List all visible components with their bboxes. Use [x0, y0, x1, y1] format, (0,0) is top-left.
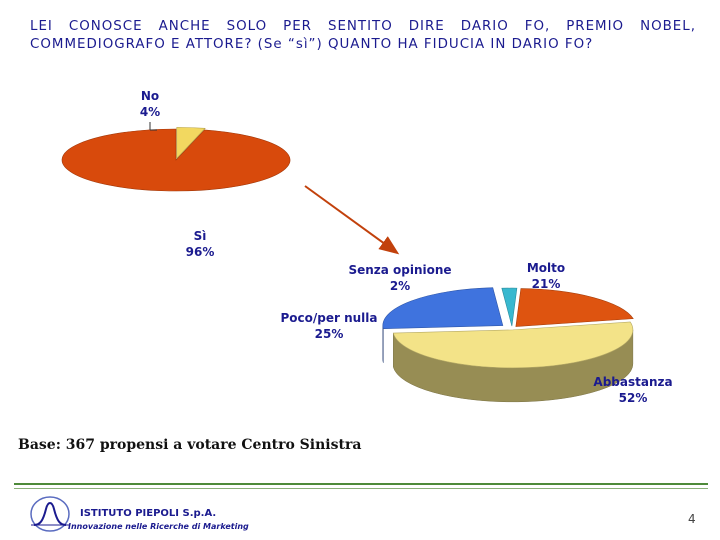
footer-divider-thin — [14, 488, 708, 489]
label-senza-opinione-value: 2% — [389, 279, 411, 293]
label-no-name: No — [140, 89, 160, 103]
label-si-name: Sì — [193, 229, 207, 243]
footer-divider — [14, 483, 708, 485]
poco-per-nulla-slice — [382, 287, 504, 330]
abbastanza-slice — [392, 321, 634, 369]
drilldown-arrow — [304, 185, 400, 255]
logo-name: ISTITUTO PIEPOLI S.p.A. — [80, 508, 217, 519]
no-slice — [176, 127, 206, 160]
base-note: Base: 367 propensi a votare Centro Sinis… — [18, 437, 362, 453]
title-line-1: LEI CONOSCE ANCHE SOLO PER SENTITO DIRE … — [30, 19, 696, 34]
label-si: Sì 96% — [172, 228, 228, 260]
label-senza-opinione: Senza opinione 2% — [340, 262, 460, 294]
label-senza-opinione-name: Senza opinione — [348, 263, 452, 277]
senza-opinione-slice — [501, 287, 518, 327]
label-si-value: 96% — [185, 245, 215, 259]
label-abbastanza-value: 52% — [618, 391, 648, 405]
label-poco-per-nulla-value: 25% — [314, 327, 344, 341]
label-abbastanza: Abbastanza 52% — [588, 374, 678, 406]
logo-tagline: Innovazione nelle Ricerche di Marketing — [68, 522, 249, 531]
si-slice — [61, 128, 291, 192]
title-line-2: COMMEDIOGRAFO E ATTORE? (Se “sì”) QUANTO… — [30, 37, 594, 52]
molto-slice — [515, 288, 634, 327]
slide-title: LEI CONOSCE ANCHE SOLO PER SENTITO DIRE … — [30, 18, 696, 54]
label-no: No 4% — [128, 88, 172, 120]
label-no-value: 4% — [139, 105, 161, 119]
label-abbastanza-name: Abbastanza — [593, 375, 673, 389]
label-molto: Molto 21% — [516, 260, 576, 292]
label-poco-per-nulla: Poco/per nulla 25% — [270, 310, 388, 342]
label-molto-name: Molto — [526, 261, 566, 275]
page-number: 4 — [688, 512, 696, 526]
pie-chart-trust — [382, 287, 634, 403]
label-poco-per-nulla-name: Poco/per nulla — [280, 311, 378, 325]
piepoli-logo-icon — [30, 496, 70, 532]
label-molto-value: 21% — [531, 277, 561, 291]
pie-chart-awareness — [61, 127, 291, 192]
